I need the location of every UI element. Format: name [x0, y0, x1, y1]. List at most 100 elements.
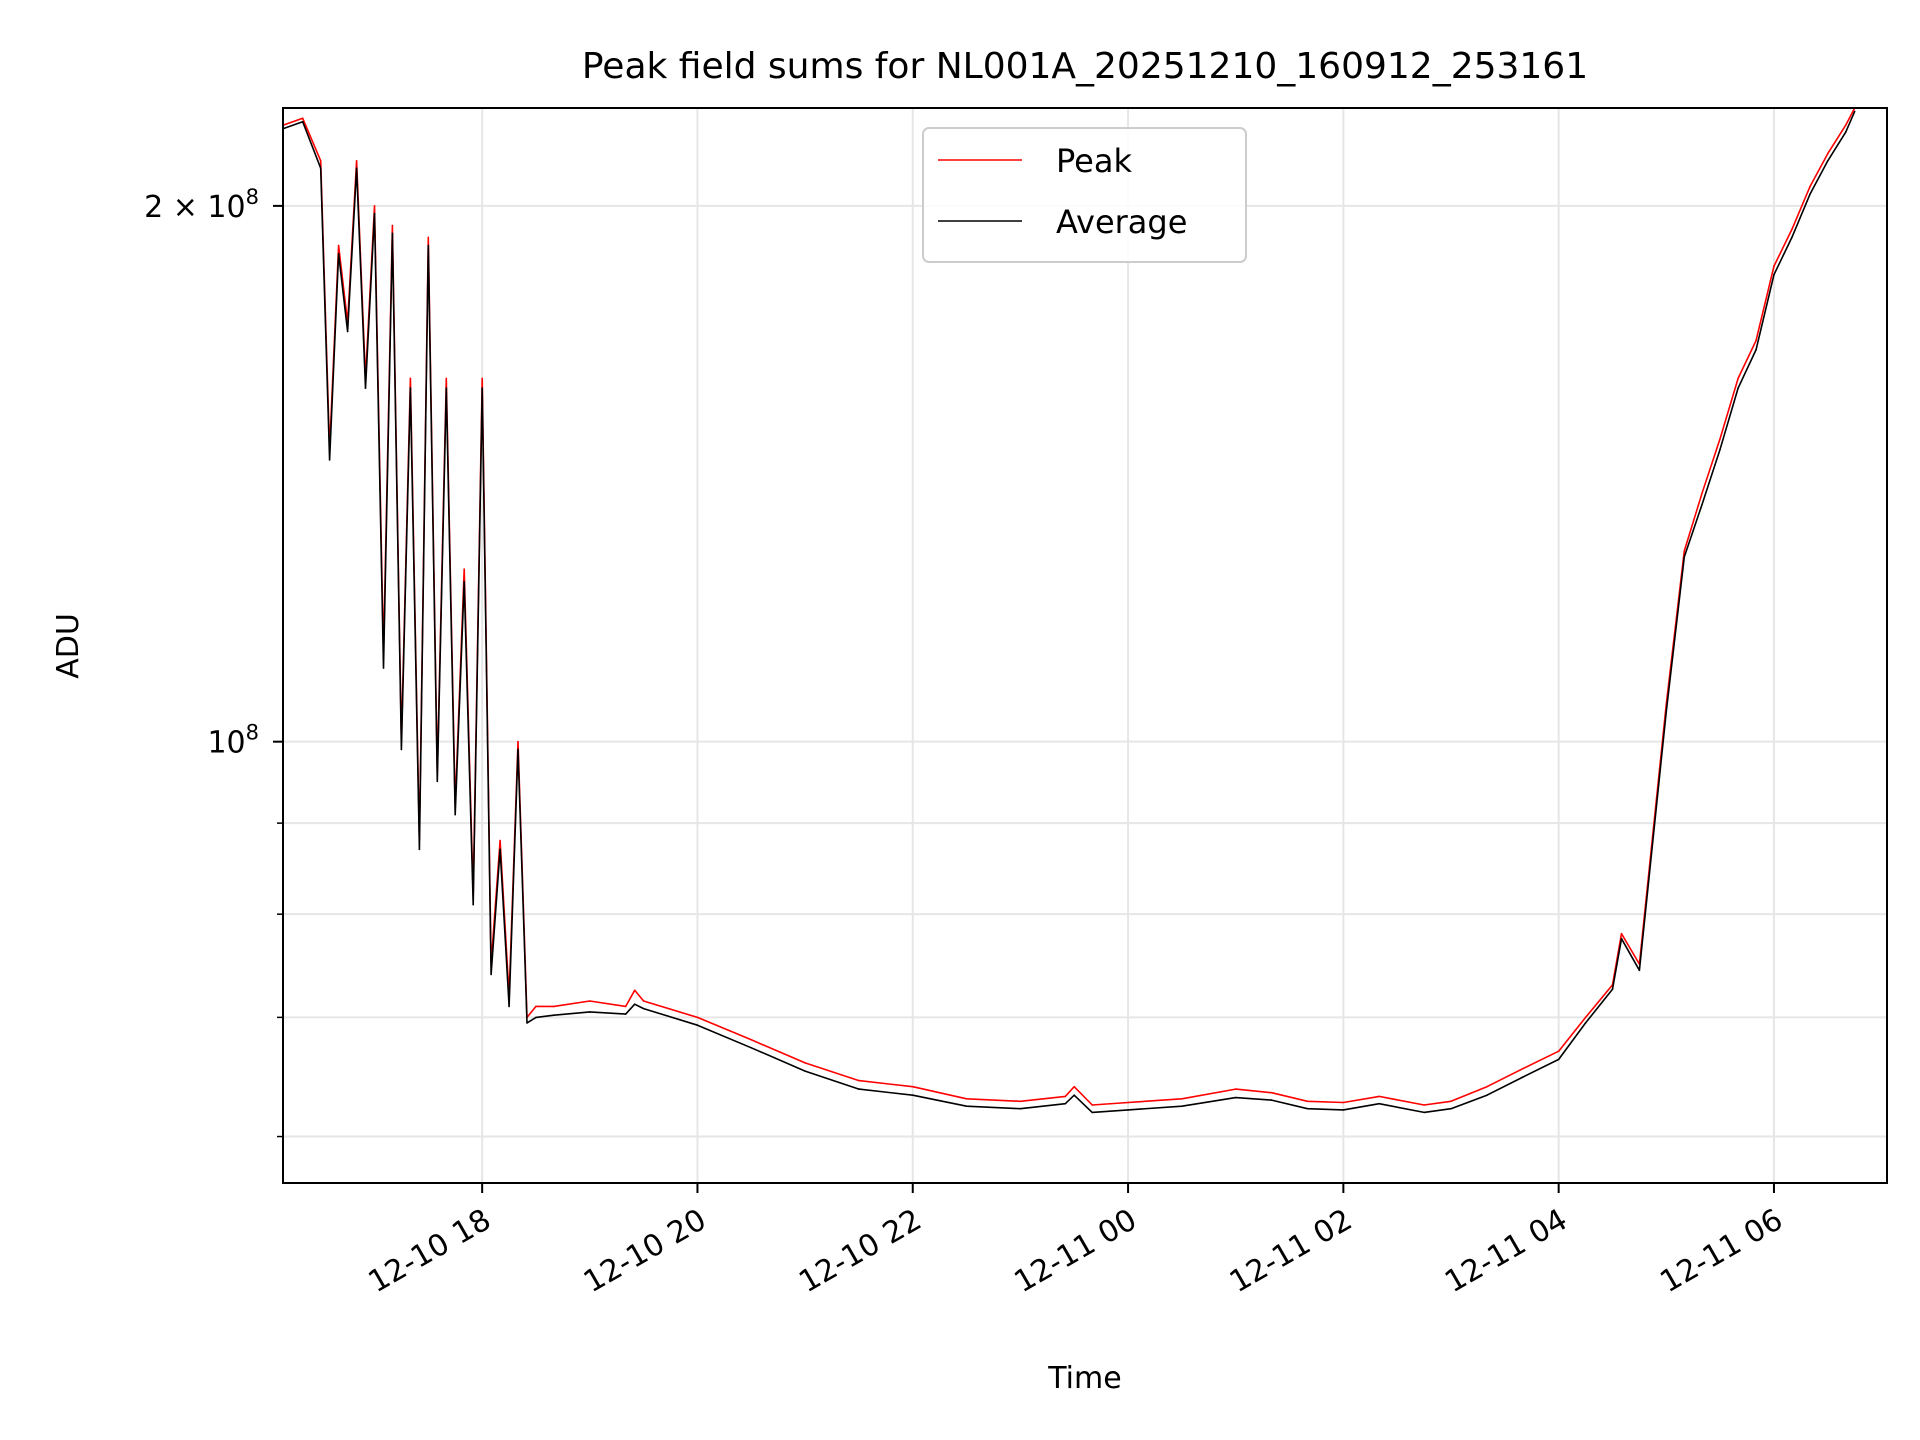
data-point-average: [1064, 1102, 1067, 1105]
y-tick-label-base: 2 × 10: [144, 190, 245, 225]
legend: Peak Average: [922, 127, 1247, 263]
data-point-peak: [517, 740, 519, 743]
data-point-average: [490, 973, 492, 976]
data-point-peak: [1019, 1100, 1022, 1103]
data-point-peak: [355, 160, 358, 162]
data-point-average: [364, 387, 367, 389]
data-point-average: [526, 1022, 528, 1024]
data-point-peak: [1737, 377, 1739, 380]
data-point-peak: [1091, 1104, 1093, 1106]
data-point-peak: [858, 1079, 860, 1082]
data-point-peak: [804, 1062, 806, 1064]
data-point-average: [373, 212, 376, 215]
data-point-average: [1423, 1111, 1425, 1114]
data-point-peak: [391, 224, 394, 227]
data-point-peak: [696, 1016, 699, 1019]
data-point-average: [409, 387, 412, 389]
data-point-peak: [553, 1005, 555, 1008]
data-point-average: [1827, 160, 1829, 162]
data-point-peak: [427, 236, 430, 239]
data-point-peak: [1584, 1016, 1587, 1019]
chart-title: Peak field sums for NL001A_20251210_1609…: [582, 46, 1588, 87]
y-tick-label: 2 × 108: [144, 185, 259, 225]
data-point-average: [1342, 1109, 1345, 1111]
data-point-peak: [499, 839, 501, 842]
data-point-average: [1270, 1099, 1273, 1101]
data-point-average: [1234, 1096, 1237, 1099]
data-point-average: [1127, 1109, 1129, 1111]
y-tick-label: 108: [207, 721, 259, 761]
data-point-peak: [337, 244, 340, 247]
data-point-peak: [1844, 124, 1847, 126]
legend-label-peak: Peak: [1056, 142, 1132, 180]
data-point-average: [319, 167, 322, 169]
data-point-average: [400, 748, 403, 751]
data-point-average: [1809, 193, 1811, 196]
data-point-average: [1584, 1022, 1587, 1024]
data-point-peak: [750, 1039, 753, 1041]
data-point-peak: [1522, 1067, 1524, 1070]
data-point-average: [418, 848, 421, 851]
data-point-peak: [1701, 491, 1703, 494]
data-point-average: [633, 1003, 636, 1005]
data-point-average: [1557, 1058, 1560, 1061]
data-point-peak: [1378, 1095, 1380, 1098]
data-point-peak: [463, 568, 466, 570]
data-point-peak: [409, 377, 412, 380]
data-point-average: [1791, 236, 1793, 239]
data-point-peak: [1827, 152, 1829, 155]
data-point-peak: [1719, 437, 1721, 440]
data-point-average: [696, 1024, 699, 1026]
data-point-average: [1620, 937, 1623, 940]
data-point-average: [436, 780, 439, 783]
data-point-peak: [1306, 1100, 1309, 1103]
y-tick-label-exponent: 8: [246, 185, 259, 209]
data-point-peak: [1791, 228, 1793, 231]
data-point-average: [445, 387, 448, 389]
data-point-average: [1306, 1107, 1309, 1110]
data-point-average: [508, 1005, 510, 1008]
data-point-average: [858, 1088, 860, 1090]
data-point-average: [1755, 349, 1757, 351]
data-point-average: [1719, 448, 1721, 451]
data-point-peak: [373, 205, 376, 207]
data-point-average: [1378, 1102, 1380, 1105]
data-point-average: [427, 244, 430, 247]
y-tick-label-exponent: 8: [246, 721, 259, 745]
data-point-average: [589, 1011, 591, 1013]
data-point-average: [355, 167, 358, 169]
data-point-average: [1073, 1094, 1075, 1096]
data-point-peak: [301, 117, 304, 120]
data-point-average: [472, 903, 475, 906]
plot-lines: [283, 108, 1856, 1114]
legend-box: [922, 127, 1247, 263]
data-point-average: [1611, 988, 1614, 990]
data-point-peak: [1557, 1050, 1560, 1052]
series-line-average: [283, 111, 1856, 1114]
data-point-average: [517, 748, 519, 751]
data-point-peak: [912, 1085, 914, 1088]
data-point-peak: [1450, 1100, 1452, 1103]
data-point-average: [1091, 1111, 1093, 1114]
data-point-average: [1701, 503, 1703, 505]
data-point-average: [1844, 131, 1847, 133]
data-point-peak: [319, 160, 322, 162]
data-point-peak: [1342, 1101, 1345, 1104]
data-point-peak: [1683, 550, 1686, 552]
data-point-peak: [481, 377, 484, 380]
data-point-peak: [965, 1098, 968, 1100]
data-point-peak: [535, 1005, 537, 1008]
x-axis-label: Time: [1047, 1361, 1121, 1396]
data-point-peak: [624, 1005, 627, 1008]
data-point-average: [346, 330, 349, 333]
data-point-average: [499, 848, 501, 851]
data-point-peak: [1064, 1095, 1067, 1098]
data-point-average: [1181, 1105, 1183, 1107]
data-point-average: [1019, 1107, 1022, 1110]
data-point-average: [337, 252, 340, 255]
data-point-peak: [1423, 1104, 1425, 1106]
data-point-peak: [633, 989, 636, 992]
data-point-average: [804, 1070, 806, 1072]
